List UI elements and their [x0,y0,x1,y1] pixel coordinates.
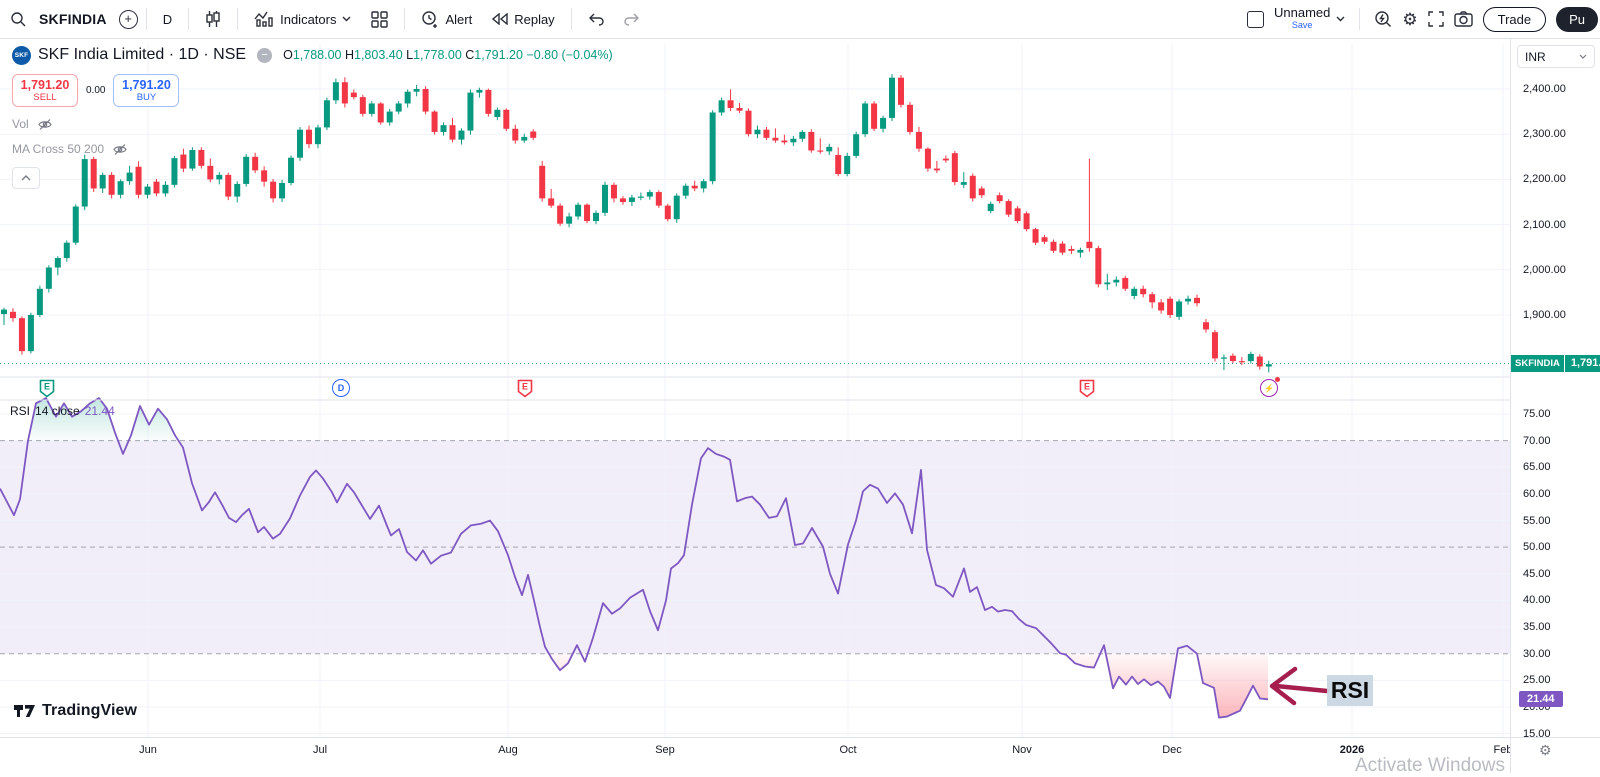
current-price-label: SKFINDIA 1,791.20 [1511,355,1600,372]
rsi-axis-label: 65.00 [1523,461,1551,474]
chart-type-candles-icon[interactable] [197,10,229,28]
divider [404,8,406,30]
axis-settings-gear-icon[interactable]: ⚙ [1539,742,1552,758]
rsi-axis-label: 60.00 [1523,487,1551,500]
rsi-annotation-label[interactable]: RSI [1327,675,1373,706]
time-axis-corner: ⚙ [1510,737,1600,773]
skf-logo: SKF [12,45,31,65]
news-flash-event-icon[interactable]: ⚡ [1260,377,1280,397]
rsi-axis-label: 55.00 [1523,514,1551,527]
svg-text:E: E [522,382,528,392]
activate-windows-watermark: Activate Windows [1355,755,1505,776]
chart-legend: SKF SKF India Limited · 1D · NSE − O1,78… [12,44,613,189]
time-axis-label: Sep [655,744,675,756]
interval-button[interactable]: D [162,11,173,27]
time-axis-label: 2026 [1339,744,1365,756]
price-axis-label: 2,000.00 [1523,263,1566,276]
publish-button[interactable]: Pu [1556,6,1598,32]
save-layout-link[interactable]: Save [1291,20,1313,30]
volume-legend-row[interactable]: Vol [12,116,613,132]
earnings-estimate-event-icon[interactable]: E [517,379,533,403]
price-axis[interactable]: INR 2,400.00 2,300.00 2,200.00 2,100.00 2,00… [1510,38,1600,740]
layout-select-icon[interactable] [1246,10,1264,28]
time-axis-label: Jun [139,744,157,756]
indicators-button[interactable]: Indicators [246,6,359,32]
undo-icon[interactable] [580,12,614,26]
divider [145,8,147,30]
rsi-axis-label: 35.00 [1523,621,1551,634]
chevron-down-icon [1579,54,1587,59]
rsi-axis-label: 30.00 [1523,647,1551,660]
rsi-axis-label: 45.00 [1523,567,1551,580]
divider [570,8,572,30]
time-axis[interactable]: Jun Jul Aug Sep Oct Nov Dec 2026 Feb [0,737,1513,773]
rsi-axis-label: 15.00 [1523,727,1551,740]
time-axis-label: Feb [1493,744,1513,756]
rsi-axis-value-label: 21.44 [1519,691,1563,707]
symbol-title[interactable]: SKF India Limited · 1D · NSE [38,46,247,63]
rsi-axis-label: 75.00 [1523,408,1551,420]
time-axis-label: Oct [839,744,857,756]
replay-icon [492,13,508,25]
trade-button[interactable]: Trade [1482,6,1547,32]
snapshot-camera-icon[interactable] [1453,11,1473,27]
price-axis-label: 2,300.00 [1523,128,1566,141]
top-toolbar: SKFINDIA + D Indicators Alert [0,0,1600,39]
ohlc-values: O1,788.00 H1,803.40 L1,778.00 C1,791.20 … [283,48,613,62]
rsi-legend[interactable]: RSI 14 close 21.44 [10,404,115,418]
chevron-down-icon [1336,16,1345,22]
settings-gear-icon[interactable]: ⚙ [1402,9,1418,29]
eye-off-icon [37,118,52,130]
time-axis-label: Jul [312,744,328,756]
symbol-search-button[interactable]: SKFINDIA [39,11,107,27]
trade-widget: 1,791.20 SELL 0.00 1,791.20 BUY [12,74,613,107]
rsi-axis-label: 50.00 [1523,541,1551,554]
divider [1359,8,1361,30]
quick-search-icon[interactable] [1374,10,1392,28]
alert-clock-icon [422,11,438,28]
rsi-axis-label: 70.00 [1523,434,1551,447]
eye-off-icon [113,143,127,155]
rsi-current-value: 21.44 [84,404,115,418]
currency-selector[interactable]: INR [1517,45,1595,68]
layout-name[interactable]: Unnamed [1273,5,1331,20]
search-icon[interactable] [10,11,27,28]
price-axis-label: 1,900.00 [1523,309,1566,321]
replay-button[interactable]: Replay [484,8,562,31]
indicators-icon [254,11,273,27]
tradingview-mark-icon [14,705,35,717]
change-value: −0.80 (−0.04%) [526,48,613,62]
chevron-down-icon [342,16,351,22]
fullscreen-icon[interactable] [1427,11,1444,27]
ma-cross-legend-row[interactable]: MA Cross 50 200 [12,141,613,157]
buy-button[interactable]: 1,791.20 BUY [113,74,180,107]
alert-button[interactable]: Alert [413,6,480,32]
svg-text:E: E [44,382,50,392]
price-axis-label: 2,100.00 [1523,218,1566,231]
earnings-event-icon[interactable]: E [39,379,55,403]
time-axis-label: Dec [1162,744,1182,756]
rsi-axis-label: 40.00 [1523,594,1551,607]
divider [188,8,190,30]
compare-add-icon[interactable]: + [118,9,138,29]
layout-menu[interactable]: Unnamed Save [1273,5,1345,31]
svg-text:E: E [1084,382,1090,392]
price-axis-label: 2,400.00 [1523,83,1566,95]
spread-value: 0.00 [86,85,106,96]
time-axis-label: Nov [1012,744,1032,756]
redo-icon[interactable] [618,12,644,26]
tradingview-logo[interactable]: TradingView [14,702,137,720]
dividend-event-icon[interactable]: D [332,379,350,397]
collapse-legend-button[interactable] [12,167,40,189]
earnings-estimate-event-icon[interactable]: E [1079,379,1095,403]
sell-button[interactable]: 1,791.20 SELL [12,74,78,107]
hide-legend-icon[interactable]: − [257,47,273,63]
rsi-axis-label: 25.00 [1523,674,1551,687]
divider [237,8,239,30]
price-axis-label: 2,200.00 [1523,173,1566,186]
layout-grid-icon[interactable] [363,10,396,28]
time-axis-label: Aug [498,744,518,756]
